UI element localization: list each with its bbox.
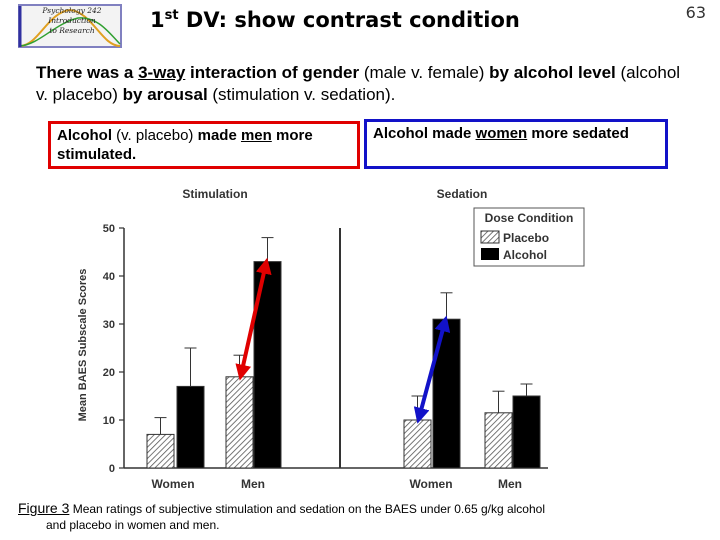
panel-title-stimulation: Stimulation xyxy=(182,187,247,201)
bar-stimulation-women-alcohol xyxy=(176,385,205,469)
y-tick-label: 20 xyxy=(103,367,115,379)
bar-sedation-men-alcohol xyxy=(512,395,541,469)
bar-sedation-men-placebo xyxy=(484,412,513,469)
arrow-sedation xyxy=(413,315,451,424)
y-axis-label: Mean BAES Subscale Scores xyxy=(77,269,89,422)
callout-women-sedated: Alcohol made women more sedated xyxy=(364,119,668,169)
x-category-label: Men xyxy=(498,477,522,491)
course-logo xyxy=(18,4,122,48)
y-tick-label: 10 xyxy=(103,415,115,427)
bar-sedation-women-alcohol xyxy=(432,318,461,469)
slide-number: 63 xyxy=(685,3,706,22)
figure-caption: Figure 3 Mean ratings of subjective stim… xyxy=(18,500,545,532)
y-tick-label: 30 xyxy=(103,319,115,331)
bar-stimulation-women-placebo xyxy=(146,433,175,469)
y-tick-label: 0 xyxy=(109,463,115,475)
callout-men-stimulated: Alcohol (v. placebo) made men more stimu… xyxy=(48,121,360,169)
legend-swatch-placebo xyxy=(480,230,500,244)
legend-title: Dose Condition xyxy=(485,211,574,225)
arrow-stimulation xyxy=(235,257,272,381)
y-tick-label: 40 xyxy=(103,271,115,283)
legend: Dose Condition Placebo Alcohol xyxy=(473,207,585,267)
panel-title-sedation: Sedation xyxy=(437,187,488,201)
legend-swatch-alcohol xyxy=(481,248,499,260)
y-tick-label: 50 xyxy=(103,223,115,235)
x-category-label: Women xyxy=(409,477,452,491)
bar-stimulation-men-placebo xyxy=(225,376,254,469)
intro-text: There was a 3-way interaction of gender … xyxy=(36,63,681,104)
legend-label-alcohol: Alcohol xyxy=(503,248,547,262)
logo-text: Psychology 242 Introduction to Research xyxy=(42,6,102,35)
x-category-label: Women xyxy=(151,477,194,491)
slide-title: 1st DV: show contrast condition xyxy=(150,8,520,32)
legend-label-placebo: Placebo xyxy=(503,231,549,245)
bar-sedation-women-placebo xyxy=(403,419,432,469)
x-category-label: Men xyxy=(241,477,265,491)
